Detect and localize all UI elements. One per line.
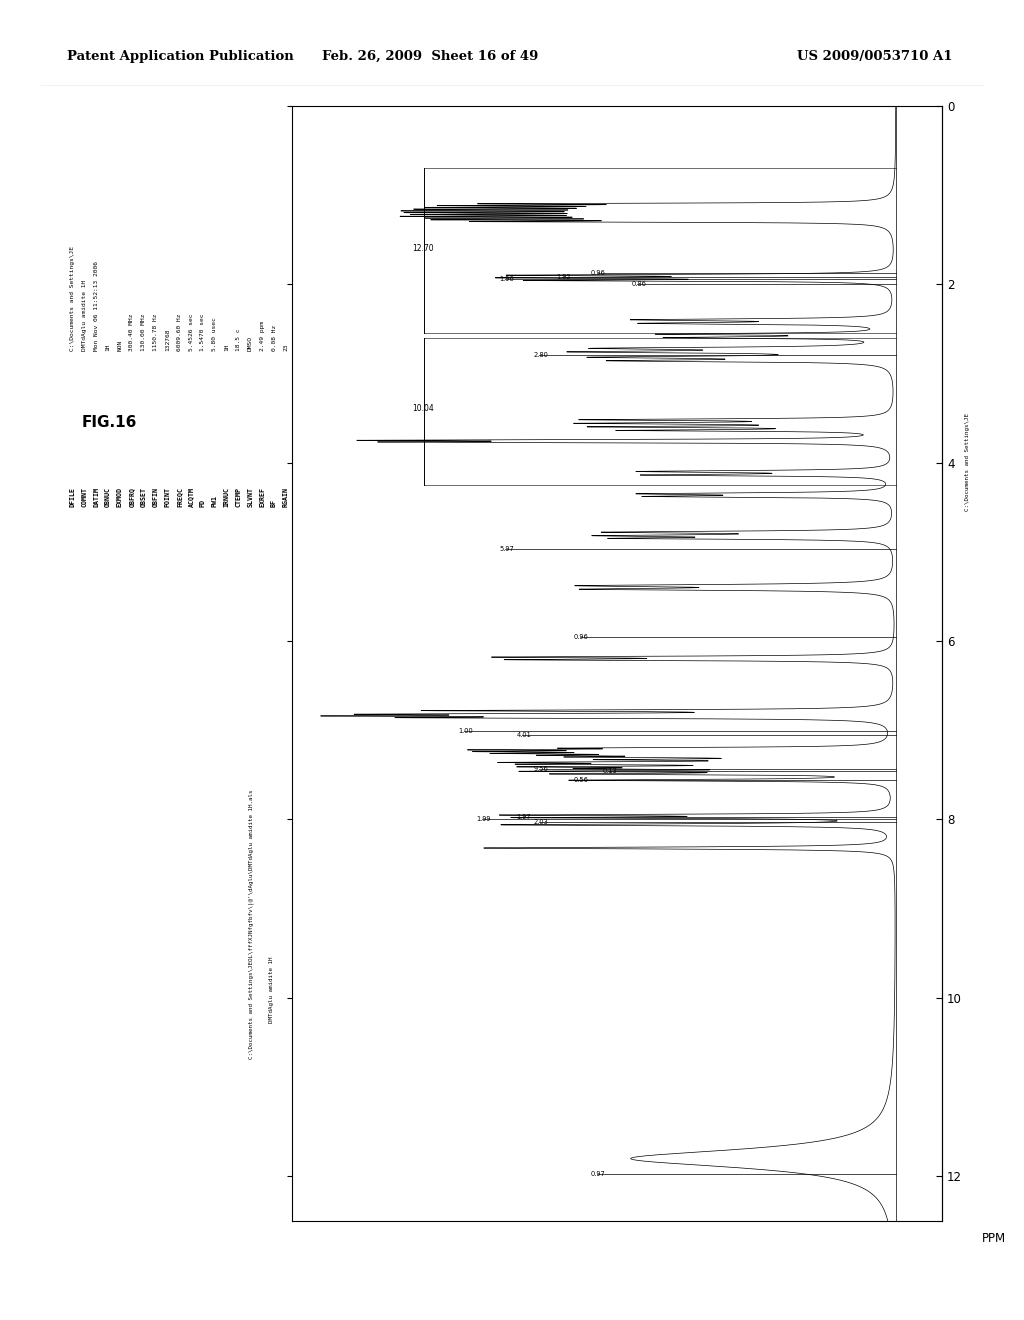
Text: 1.97: 1.97 (516, 813, 530, 820)
Text: 130.00 MHz: 130.00 MHz (141, 313, 146, 351)
Text: 10.04: 10.04 (413, 404, 434, 413)
Text: NON: NON (118, 339, 123, 351)
Text: FREQC: FREQC (176, 487, 182, 507)
Text: 0.56: 0.56 (573, 777, 589, 783)
Text: ACQTM: ACQTM (188, 487, 195, 507)
Text: 4.01: 4.01 (516, 731, 531, 738)
Text: 9.56: 9.56 (534, 766, 548, 772)
Text: 1.99: 1.99 (476, 816, 490, 821)
Text: SLVNT: SLVNT (248, 487, 253, 507)
Text: 12.70: 12.70 (413, 244, 434, 253)
Text: Feb. 26, 2009  Sheet 16 of 49: Feb. 26, 2009 Sheet 16 of 49 (322, 50, 539, 63)
Text: PPM: PPM (982, 1232, 1007, 1245)
Text: FIG.16: FIG.16 (82, 414, 137, 430)
Text: 1.00: 1.00 (459, 729, 473, 734)
Text: Mon Nov 06 11:52:13 2006: Mon Nov 06 11:52:13 2006 (94, 260, 98, 351)
Text: EXMOD: EXMOD (117, 487, 123, 507)
Text: IRNUC: IRNUC (223, 487, 229, 507)
Text: 132768: 132768 (165, 329, 170, 351)
Text: PD: PD (200, 499, 206, 507)
Text: 1150.78 Hz: 1150.78 Hz (153, 313, 158, 351)
Text: 1H: 1H (105, 343, 111, 351)
Text: C:\Documents and Settings\JE: C:\Documents and Settings\JE (966, 413, 970, 511)
Text: OBFIN: OBFIN (153, 487, 159, 507)
Text: 300.40 MHz: 300.40 MHz (129, 313, 134, 351)
Text: CTEMP: CTEMP (236, 487, 242, 507)
Text: 5.80 usec: 5.80 usec (212, 317, 217, 351)
Text: 0.13: 0.13 (602, 768, 617, 775)
Text: POINT: POINT (164, 487, 170, 507)
Text: 1.92: 1.92 (556, 275, 571, 280)
Text: 18.5 c: 18.5 c (236, 329, 241, 351)
Text: 5.97: 5.97 (499, 546, 514, 552)
Text: DFILE: DFILE (70, 487, 76, 507)
Text: 0.96: 0.96 (591, 271, 606, 276)
Text: 1.5470 sec: 1.5470 sec (201, 313, 206, 351)
Text: BF: BF (271, 499, 278, 507)
Text: DMSO: DMSO (248, 335, 253, 351)
Text: 6009.60 Hz: 6009.60 Hz (177, 313, 181, 351)
Text: 0.08 Hz: 0.08 Hz (271, 325, 276, 351)
Text: RGAIN: RGAIN (283, 487, 289, 507)
Text: 1.96: 1.96 (499, 276, 514, 281)
Text: DATIM: DATIM (93, 487, 99, 507)
Text: OBNUC: OBNUC (105, 487, 111, 507)
Text: 2.80: 2.80 (534, 352, 549, 359)
Text: 1H: 1H (224, 343, 229, 351)
Text: C:\Documents and Settings\JE: C:\Documents and Settings\JE (70, 246, 75, 351)
Text: Patent Application Publication: Patent Application Publication (67, 50, 293, 63)
Text: 2.03: 2.03 (534, 820, 548, 825)
Text: US 2009/0053710 A1: US 2009/0053710 A1 (797, 50, 952, 63)
Text: 5.4526 sec: 5.4526 sec (188, 313, 194, 351)
Text: 0.97: 0.97 (591, 1171, 606, 1176)
Text: 2.49 ppm: 2.49 ppm (260, 321, 264, 351)
Text: EXREF: EXREF (259, 487, 265, 507)
Text: DMTdAglu amidite 1H: DMTdAglu amidite 1H (269, 957, 273, 1023)
Text: COMNT: COMNT (81, 487, 87, 507)
Text: OBFRQ: OBFRQ (129, 487, 135, 507)
Text: C:\Documents and Settings\JEOL\fffXJNfgfbfv\|@'\dAglu\DMTdAglu amidite 1H.als: C:\Documents and Settings\JEOL\fffXJNfgf… (248, 789, 254, 1059)
Text: PW1: PW1 (212, 495, 218, 507)
Text: 0.96: 0.96 (573, 635, 589, 640)
Text: 0.86: 0.86 (632, 281, 646, 286)
Text: OBSET: OBSET (140, 487, 146, 507)
Text: 23: 23 (284, 343, 289, 351)
Text: DMTdAglu amidite 1H: DMTdAglu amidite 1H (82, 280, 87, 351)
